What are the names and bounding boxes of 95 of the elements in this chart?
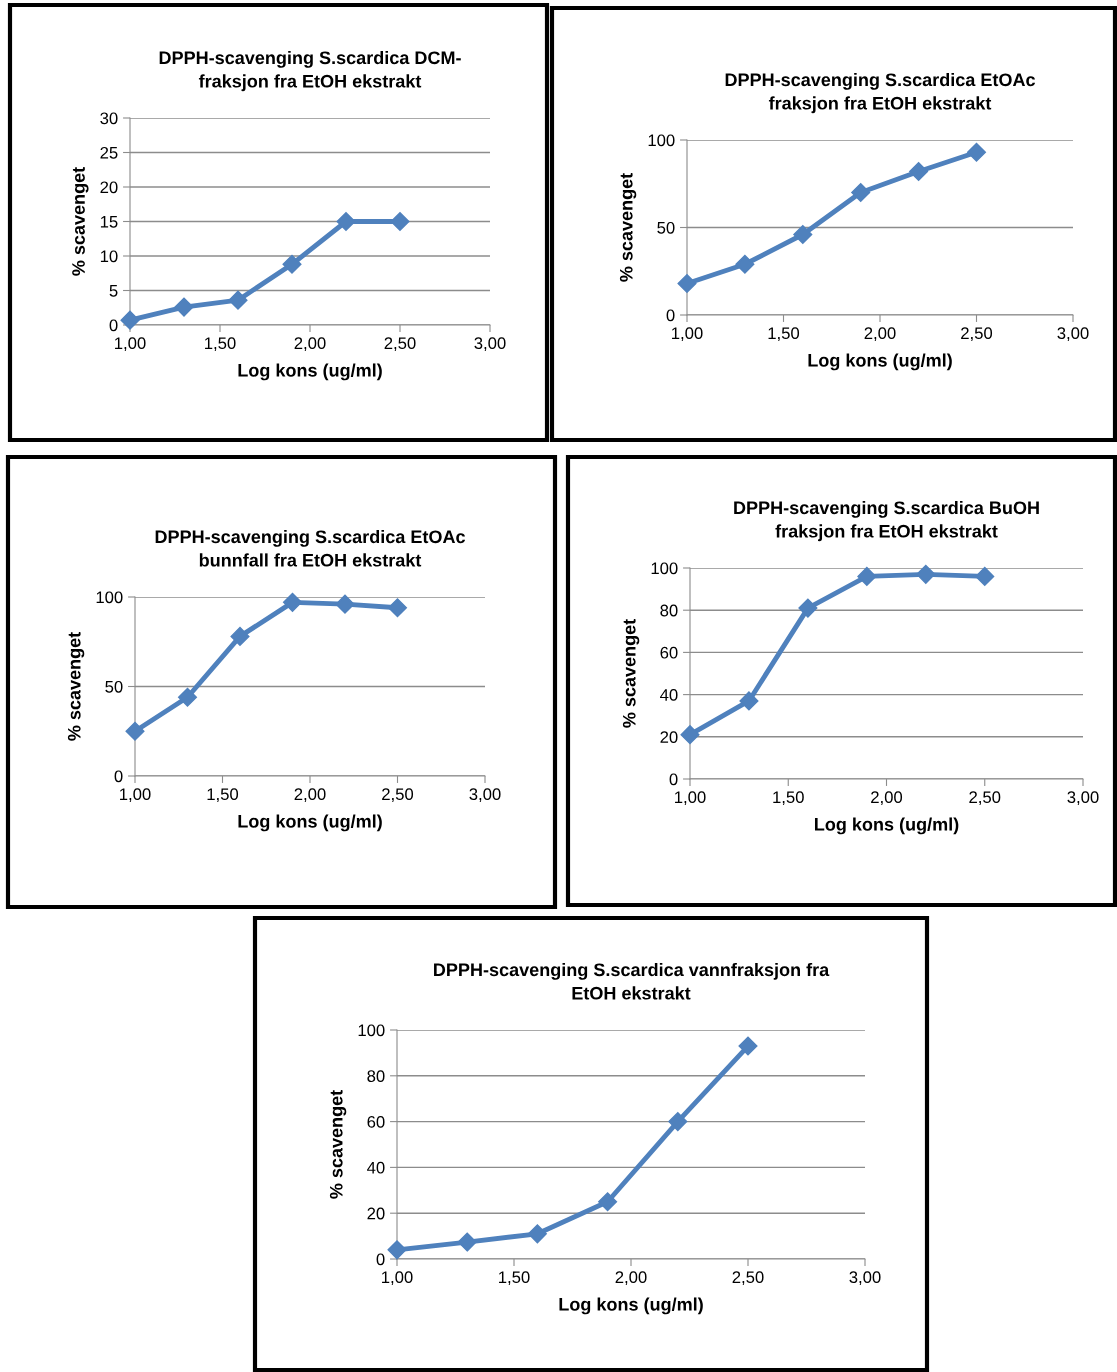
x-tick-label: 2,00 bbox=[615, 1271, 647, 1286]
x-tick-label: 1,00 bbox=[672, 327, 703, 342]
x-axis-title: Log kons (ug/ml) bbox=[238, 363, 382, 381]
point bbox=[677, 273, 697, 294]
x-tick-label: 1,00 bbox=[675, 791, 706, 806]
y-tick-label: 100 bbox=[358, 1024, 385, 1037]
chart-title: DPPH-scavenging S.scardica vannfraksjon fra EtOH ekstrakt bbox=[434, 962, 830, 1000]
x-tick-label: 2,50 bbox=[732, 1271, 764, 1286]
x-tick-label: 1,00 bbox=[115, 337, 146, 352]
y-tick-label: 0 bbox=[114, 770, 123, 783]
point bbox=[282, 254, 302, 274]
chart-title: DPPH-scavenging S.scardica DCM- fraksjon fra EtOH ekstrakt bbox=[159, 50, 461, 92]
y-tick-label: 40 bbox=[660, 689, 678, 701]
x-tick-label: 2,50 bbox=[969, 791, 1001, 806]
point bbox=[230, 626, 250, 646]
y-tick-label: 25 bbox=[100, 146, 118, 159]
point bbox=[857, 566, 877, 586]
point bbox=[975, 566, 995, 586]
point bbox=[336, 211, 356, 232]
y-tick-label: 0 bbox=[669, 773, 678, 786]
y-tick-label: 0 bbox=[109, 319, 118, 332]
point bbox=[739, 691, 759, 711]
point bbox=[680, 725, 700, 745]
point bbox=[598, 1192, 618, 1212]
point bbox=[390, 211, 410, 232]
y-axis-title: % scavenget bbox=[329, 1090, 347, 1199]
point bbox=[793, 224, 813, 245]
x-tick-label: 2,00 bbox=[294, 788, 326, 803]
point bbox=[177, 687, 198, 707]
y-axis-title: % scavenget bbox=[67, 632, 85, 741]
x-axis-title: Log kons (ug/ml) bbox=[815, 817, 959, 835]
point bbox=[174, 297, 194, 317]
y-tick-label: 100 bbox=[648, 134, 675, 147]
point bbox=[282, 592, 303, 612]
point bbox=[527, 1224, 547, 1244]
x-axis-title: Log kons (ug/ml) bbox=[238, 814, 382, 832]
point bbox=[387, 1240, 407, 1260]
x-tick-label: 1,50 bbox=[207, 788, 239, 803]
point bbox=[335, 594, 355, 614]
y-tick-label: 10 bbox=[100, 250, 118, 263]
y-tick-label: 20 bbox=[367, 1207, 385, 1220]
y-tick-label: 50 bbox=[105, 680, 123, 693]
y-tick-label: 5 bbox=[109, 285, 118, 297]
point bbox=[228, 290, 248, 310]
x-axis-title: Log kons (ug/ml) bbox=[559, 1297, 703, 1315]
point bbox=[457, 1232, 477, 1252]
point bbox=[735, 254, 755, 274]
x-tick-label: 2,50 bbox=[382, 788, 414, 803]
y-tick-label: 20 bbox=[660, 731, 678, 743]
x-tick-label: 2,00 bbox=[871, 791, 903, 806]
x-axis-title: Log kons (ug/ml) bbox=[808, 353, 952, 371]
y-axis-title: % scavenget bbox=[72, 167, 89, 276]
point bbox=[916, 564, 936, 584]
chart-title: DPPH-scavenging S.scardica BuOH fraksjon fra EtOH ekstrakt bbox=[734, 500, 1039, 542]
point bbox=[909, 161, 929, 182]
y-tick-label: 0 bbox=[666, 309, 675, 322]
point bbox=[387, 598, 408, 618]
y-tick-label: 0 bbox=[376, 1253, 385, 1266]
x-tick-label: 1,00 bbox=[120, 788, 151, 803]
x-tick-label: 3,00 bbox=[1057, 327, 1089, 342]
x-tick-label: 1,50 bbox=[773, 791, 804, 806]
point bbox=[120, 310, 140, 330]
y-tick-label: 20 bbox=[100, 181, 118, 194]
x-tick-label: 3,00 bbox=[469, 788, 501, 803]
chart-title: DPPH-scavenging S.scardica EtOAc bunnfall fra EtOH ekstrakt bbox=[155, 529, 466, 567]
x-tick-label: 1,50 bbox=[499, 1271, 530, 1286]
point bbox=[125, 721, 145, 741]
x-tick-label: 2,50 bbox=[384, 337, 416, 352]
point bbox=[668, 1112, 688, 1132]
x-tick-label: 3,00 bbox=[1067, 791, 1099, 806]
x-tick-label: 3,00 bbox=[474, 337, 506, 352]
y-tick-label: 30 bbox=[100, 112, 118, 125]
point bbox=[738, 1036, 758, 1056]
y-tick-label: 40 bbox=[367, 1161, 385, 1174]
y-tick-label: 80 bbox=[660, 604, 678, 617]
point bbox=[798, 598, 818, 618]
x-tick-label: 2,50 bbox=[961, 327, 993, 342]
y-tick-label: 100 bbox=[96, 591, 123, 604]
y-tick-label: 60 bbox=[660, 646, 678, 659]
y-tick-label: 50 bbox=[657, 221, 675, 234]
chart-title: DPPH-scavenging S.scardica EtOAc fraksjon fra EtOH ekstrakt bbox=[725, 72, 1036, 114]
y-axis-title: % scavenget bbox=[622, 619, 640, 728]
y-tick-label: 60 bbox=[367, 1116, 385, 1128]
y-axis-title: % scavenget bbox=[619, 173, 637, 282]
x-tick-label: 3,00 bbox=[849, 1271, 881, 1286]
x-tick-label: 1,50 bbox=[205, 337, 236, 352]
y-tick-label: 100 bbox=[651, 562, 678, 575]
y-tick-label: 15 bbox=[100, 216, 118, 228]
point bbox=[851, 182, 871, 203]
x-tick-label: 2,00 bbox=[864, 327, 896, 342]
x-tick-label: 1,50 bbox=[768, 327, 800, 342]
x-tick-label: 1,00 bbox=[382, 1271, 413, 1286]
x-tick-label: 2,00 bbox=[294, 337, 326, 352]
y-tick-label: 80 bbox=[367, 1070, 385, 1082]
point bbox=[966, 142, 987, 162]
